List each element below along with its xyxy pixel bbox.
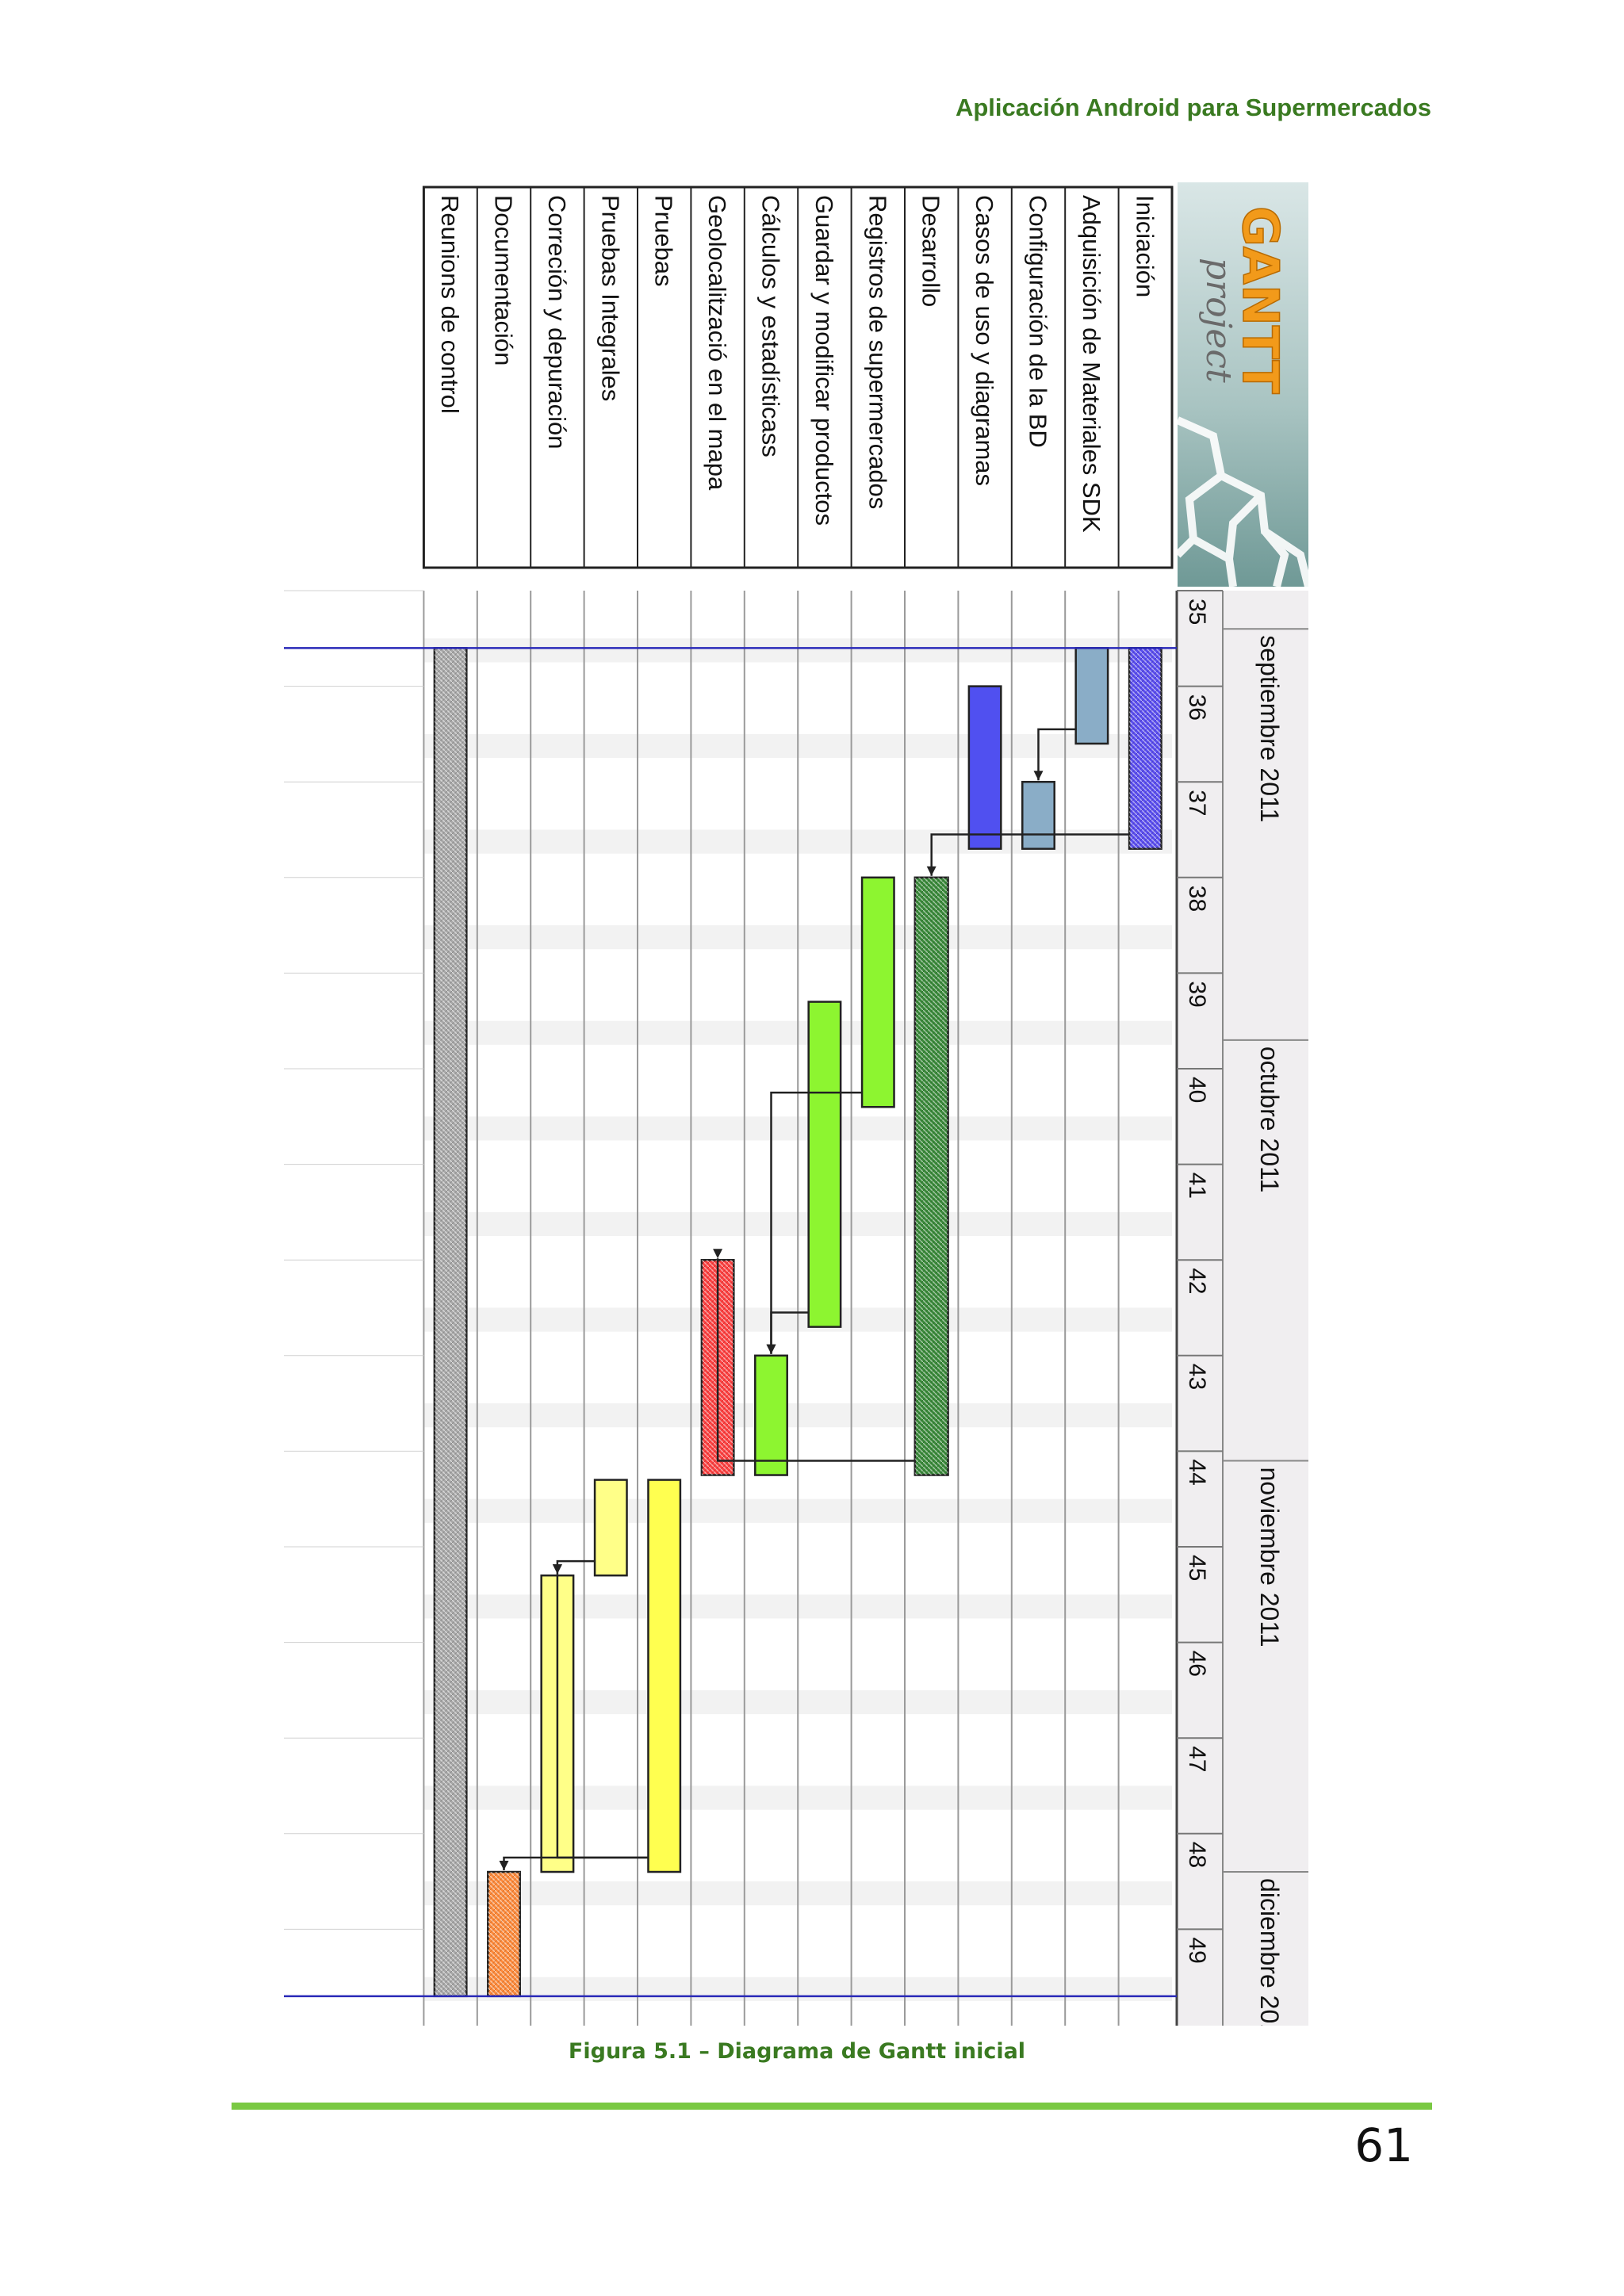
page-number: 61 xyxy=(1354,2118,1413,2172)
logo-gantt-text: GANTT xyxy=(1231,206,1289,394)
task-bar-pattern xyxy=(488,1872,520,1996)
task-bar[interactable] xyxy=(807,1001,842,1328)
task-bar[interactable] xyxy=(860,876,895,1108)
week-label: 46 xyxy=(1184,1651,1210,1677)
dependency-arrowhead xyxy=(926,866,936,876)
task-bar[interactable] xyxy=(967,685,1002,850)
task-bar[interactable] xyxy=(1074,647,1109,745)
task-bar-pattern xyxy=(914,877,948,1475)
task-label: Geolocalització en el mapa xyxy=(703,195,731,491)
month-label: noviembre 2011 xyxy=(1255,1467,1284,1647)
week-label: 41 xyxy=(1184,1173,1210,1199)
dependency-arrow xyxy=(503,1856,649,1871)
timeline-header-bg xyxy=(1177,591,1308,2026)
task-label: Adquisición de Materiales SDK xyxy=(1078,195,1105,533)
task-label: Iniciación xyxy=(1131,195,1159,297)
gantt-chart: GANTT project septiembre 2011 octubre 201… xyxy=(284,182,1308,2026)
week-label: 48 xyxy=(1184,1842,1210,1868)
task-label: Pruebas xyxy=(650,195,678,286)
task-label: Guardar y modificar productos xyxy=(810,195,838,526)
dependency-arrow xyxy=(770,1311,809,1354)
dependency-arrow xyxy=(1037,728,1076,781)
dependency-arrowhead xyxy=(1033,771,1044,781)
week-label: 38 xyxy=(1184,886,1210,912)
week-label: 47 xyxy=(1184,1746,1210,1772)
week-label: 36 xyxy=(1184,695,1210,721)
task-label: Documentación xyxy=(490,195,518,365)
dependency-arrowhead xyxy=(499,1861,509,1871)
task-bar-pattern xyxy=(1129,648,1162,849)
dependency-arrow xyxy=(716,1258,916,1462)
dependency-arrow xyxy=(770,1091,863,1354)
task-label: Cálculos y estadísticass xyxy=(757,195,785,457)
figure-caption: Figura 5.1 – Diagrama de Gantt inicial xyxy=(568,2039,1026,2064)
task-label: Casos de uso y diagramas xyxy=(971,195,998,486)
week-label: 49 xyxy=(1184,1937,1210,1963)
footer-rule xyxy=(232,2103,1432,2110)
week-label: 43 xyxy=(1184,1364,1210,1390)
gantt-figure: GANTT project septiembre 2011 octubre 201… xyxy=(284,182,1308,2026)
page-header-title: Aplicación Android para Supermercados xyxy=(955,94,1431,121)
week-label: 39 xyxy=(1184,981,1210,1007)
month-label: septiembre 2011 xyxy=(1255,635,1284,822)
task-bar[interactable] xyxy=(647,1479,682,1873)
task-label: Reunions de control xyxy=(436,195,464,414)
gantt-project-logo: GANTT project xyxy=(1178,182,1308,587)
dependency-arrowhead xyxy=(552,1564,562,1575)
task-bar-pattern xyxy=(434,648,467,1996)
gantt-svg: septiembre 2011 octubre 2011 noviembre 201… xyxy=(284,186,1308,2026)
week-label: 42 xyxy=(1184,1268,1210,1294)
task-label: Desarrollo xyxy=(917,195,945,307)
logo-project-text: project xyxy=(1198,258,1239,383)
task-bar[interactable] xyxy=(593,1479,628,1577)
dependency-arrowhead xyxy=(766,1344,776,1354)
week-label: 44 xyxy=(1184,1459,1210,1485)
task-label: Configuración de la BD xyxy=(1025,195,1052,448)
task-label: Registros de supermercados xyxy=(864,195,891,509)
task-bar[interactable] xyxy=(1021,780,1055,850)
month-label: octubre 2011 xyxy=(1255,1047,1284,1192)
month-label: diciembre 2011 xyxy=(1255,1878,1284,2026)
week-label: 45 xyxy=(1184,1555,1210,1581)
week-label: 37 xyxy=(1184,790,1210,816)
week-label: 40 xyxy=(1184,1077,1210,1103)
dependency-arrowhead xyxy=(713,1249,723,1259)
week-label: 35 xyxy=(1184,599,1210,625)
task-label: Pruebas Integrales xyxy=(596,195,624,401)
dependency-arrow xyxy=(930,833,1130,876)
task-label: Correción y depuración xyxy=(543,195,571,450)
task-bar[interactable] xyxy=(754,1354,788,1476)
dependency-arrow xyxy=(556,1559,596,1575)
